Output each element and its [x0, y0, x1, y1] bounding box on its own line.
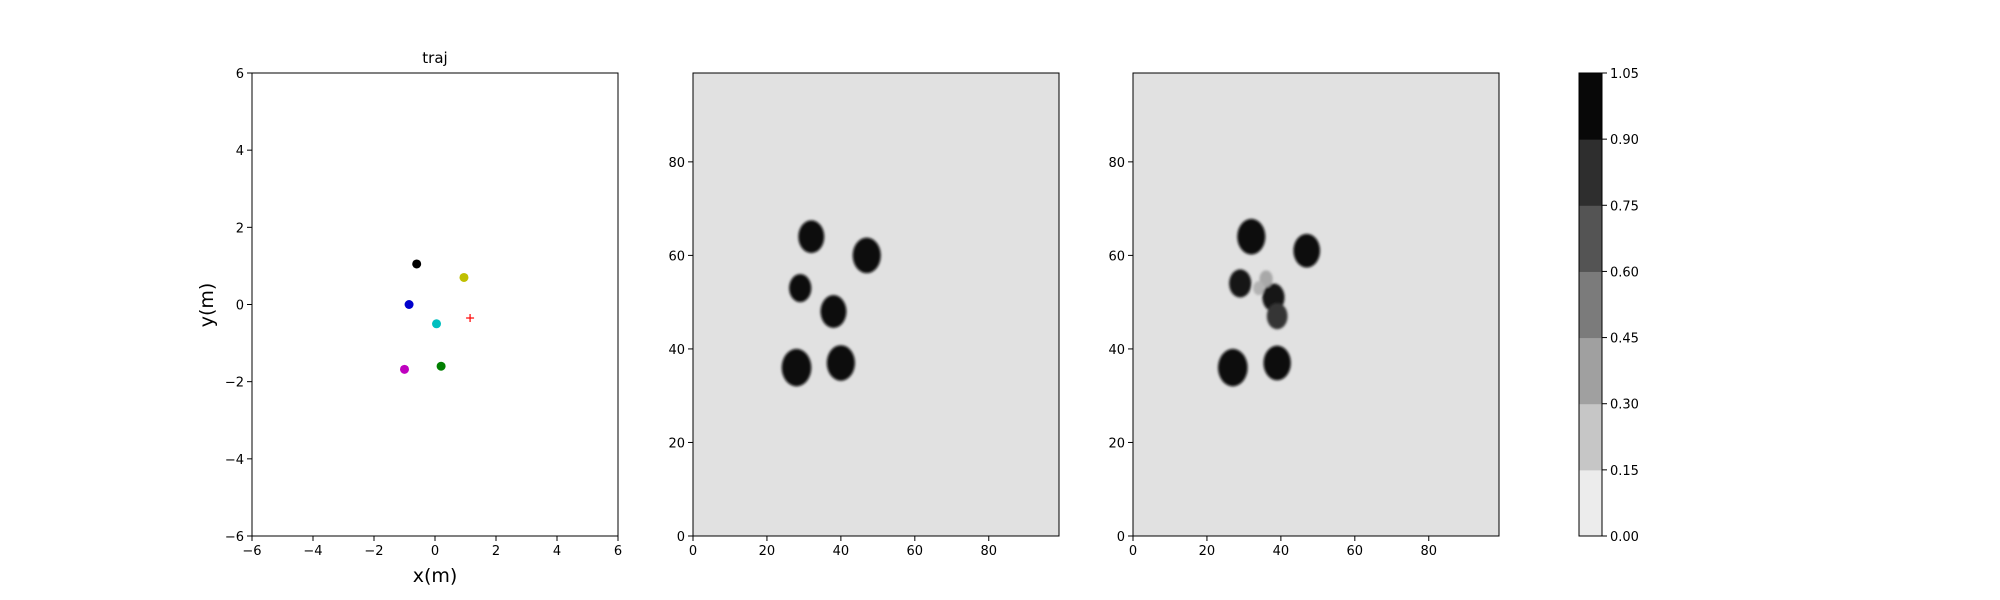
- x-tick-label: 0: [1129, 544, 1137, 559]
- x-tick-label: 40: [1273, 544, 1290, 559]
- agent-point: [412, 259, 422, 269]
- x-tick-label: 0: [689, 544, 697, 559]
- occupancy-blob: [1293, 233, 1321, 268]
- y-tick-label: 20: [1108, 436, 1125, 451]
- x-tick-label: 60: [907, 544, 924, 559]
- plot-frame: [1132, 72, 1500, 537]
- x-tick-label: −6: [242, 544, 261, 559]
- x-tick-label: 80: [980, 544, 997, 559]
- x-tick-label: 40: [833, 544, 850, 559]
- colorbar-band: [1579, 205, 1602, 272]
- y-tick-label: 60: [1108, 249, 1125, 264]
- goal-marker: [466, 314, 475, 323]
- plot-title: traj: [422, 49, 447, 67]
- colorbar-band: [1579, 271, 1602, 339]
- y-tick-label: 0: [677, 530, 685, 545]
- y-tick-label: 40: [1108, 343, 1125, 358]
- colorbar-band: [1579, 469, 1602, 537]
- x-tick-label: 20: [759, 544, 776, 559]
- y-tick-label: 0: [1117, 530, 1125, 545]
- occupancy-blob: [781, 348, 812, 387]
- y-tick-label: −6: [225, 530, 244, 545]
- x-tick-label: 2: [492, 544, 500, 559]
- colorbar-tick-label: 0.60: [1610, 265, 1639, 280]
- occupancy-blob: [1266, 303, 1288, 330]
- occupancy-blob: [798, 220, 825, 254]
- plot-frame: [692, 72, 1060, 537]
- x-tick-label: 4: [553, 544, 561, 559]
- x-tick-label: −4: [303, 544, 322, 559]
- colorbar-band: [1579, 337, 1602, 405]
- y-tick-label: 40: [668, 343, 685, 358]
- x-tick-label: 6: [614, 544, 622, 559]
- y-axis-label: y(m): [196, 283, 218, 328]
- agent-point: [432, 319, 442, 329]
- y-tick-label: 0: [236, 299, 244, 314]
- y-tick-label: 80: [1108, 156, 1125, 171]
- x-tick-label: 80: [1420, 544, 1437, 559]
- x-tick-label: −2: [364, 544, 383, 559]
- colorbar-band: [1579, 73, 1602, 140]
- x-tick-label: 20: [1199, 544, 1216, 559]
- occupancy-blob: [1229, 269, 1252, 298]
- occupancy-blob: [789, 274, 812, 303]
- colorbar-tick-label: 0.90: [1610, 133, 1639, 148]
- occupancy-blob: [1263, 345, 1291, 381]
- colorbar-tick-label: 0.75: [1610, 199, 1639, 214]
- y-tick-label: 4: [236, 144, 244, 159]
- occupancy-blob: [852, 237, 881, 274]
- occupancy-blob: [1253, 281, 1265, 296]
- y-tick-label: 2: [236, 221, 244, 236]
- y-tick-label: 20: [668, 436, 685, 451]
- x-axis-label: x(m): [413, 565, 458, 587]
- agent-point: [404, 300, 414, 309]
- y-tick-label: −2: [225, 376, 244, 391]
- occupancy-blob: [1259, 270, 1273, 288]
- colorbar-band: [1579, 403, 1602, 471]
- y-tick-label: 60: [668, 249, 685, 264]
- x-tick-label: 0: [431, 544, 439, 559]
- colorbar-tick-label: 1.05: [1610, 67, 1639, 82]
- heatmap-background: [1133, 73, 1499, 536]
- occupancy-blob: [820, 295, 847, 328]
- colorbar-band: [1579, 139, 1602, 206]
- heatmap-estimate: 0 20 40 60 80 0 20 40 60 80: [1108, 72, 1500, 559]
- colorbar-tick-label: 0.15: [1610, 464, 1639, 479]
- y-tick-label: −4: [225, 453, 244, 468]
- heatmap-background: [693, 73, 1059, 536]
- x-tick-label: 60: [1347, 544, 1364, 559]
- heatmap-ground-truth: 0 20 40 60 80 0 20 40 60 80: [668, 72, 1060, 559]
- colorbar-tick-label: 0.00: [1610, 530, 1639, 545]
- agent-point: [459, 272, 469, 282]
- occupancy-blob: [1237, 218, 1266, 255]
- colorbar-tick-label: 0.45: [1610, 332, 1639, 347]
- colorbar-frame: [1578, 72, 1603, 537]
- y-tick-label: 80: [668, 156, 685, 171]
- colorbar: 0.00 0.15 0.30 0.45 0.60 0.75 0.90 1.05: [1578, 67, 1639, 545]
- colorbar-tick-label: 0.30: [1610, 398, 1639, 413]
- occupancy-blob: [826, 345, 855, 381]
- occupancy-blob: [1218, 348, 1248, 387]
- agent-point: [436, 361, 446, 371]
- agent-point: [400, 364, 409, 374]
- plot-area: [252, 73, 618, 536]
- trajectory-plot: traj −6 −4 −2 0 2 4 6 −6 −4 −2 0 2 4 6 x(m) y(m): [196, 49, 622, 587]
- y-tick-label: 6: [236, 67, 244, 82]
